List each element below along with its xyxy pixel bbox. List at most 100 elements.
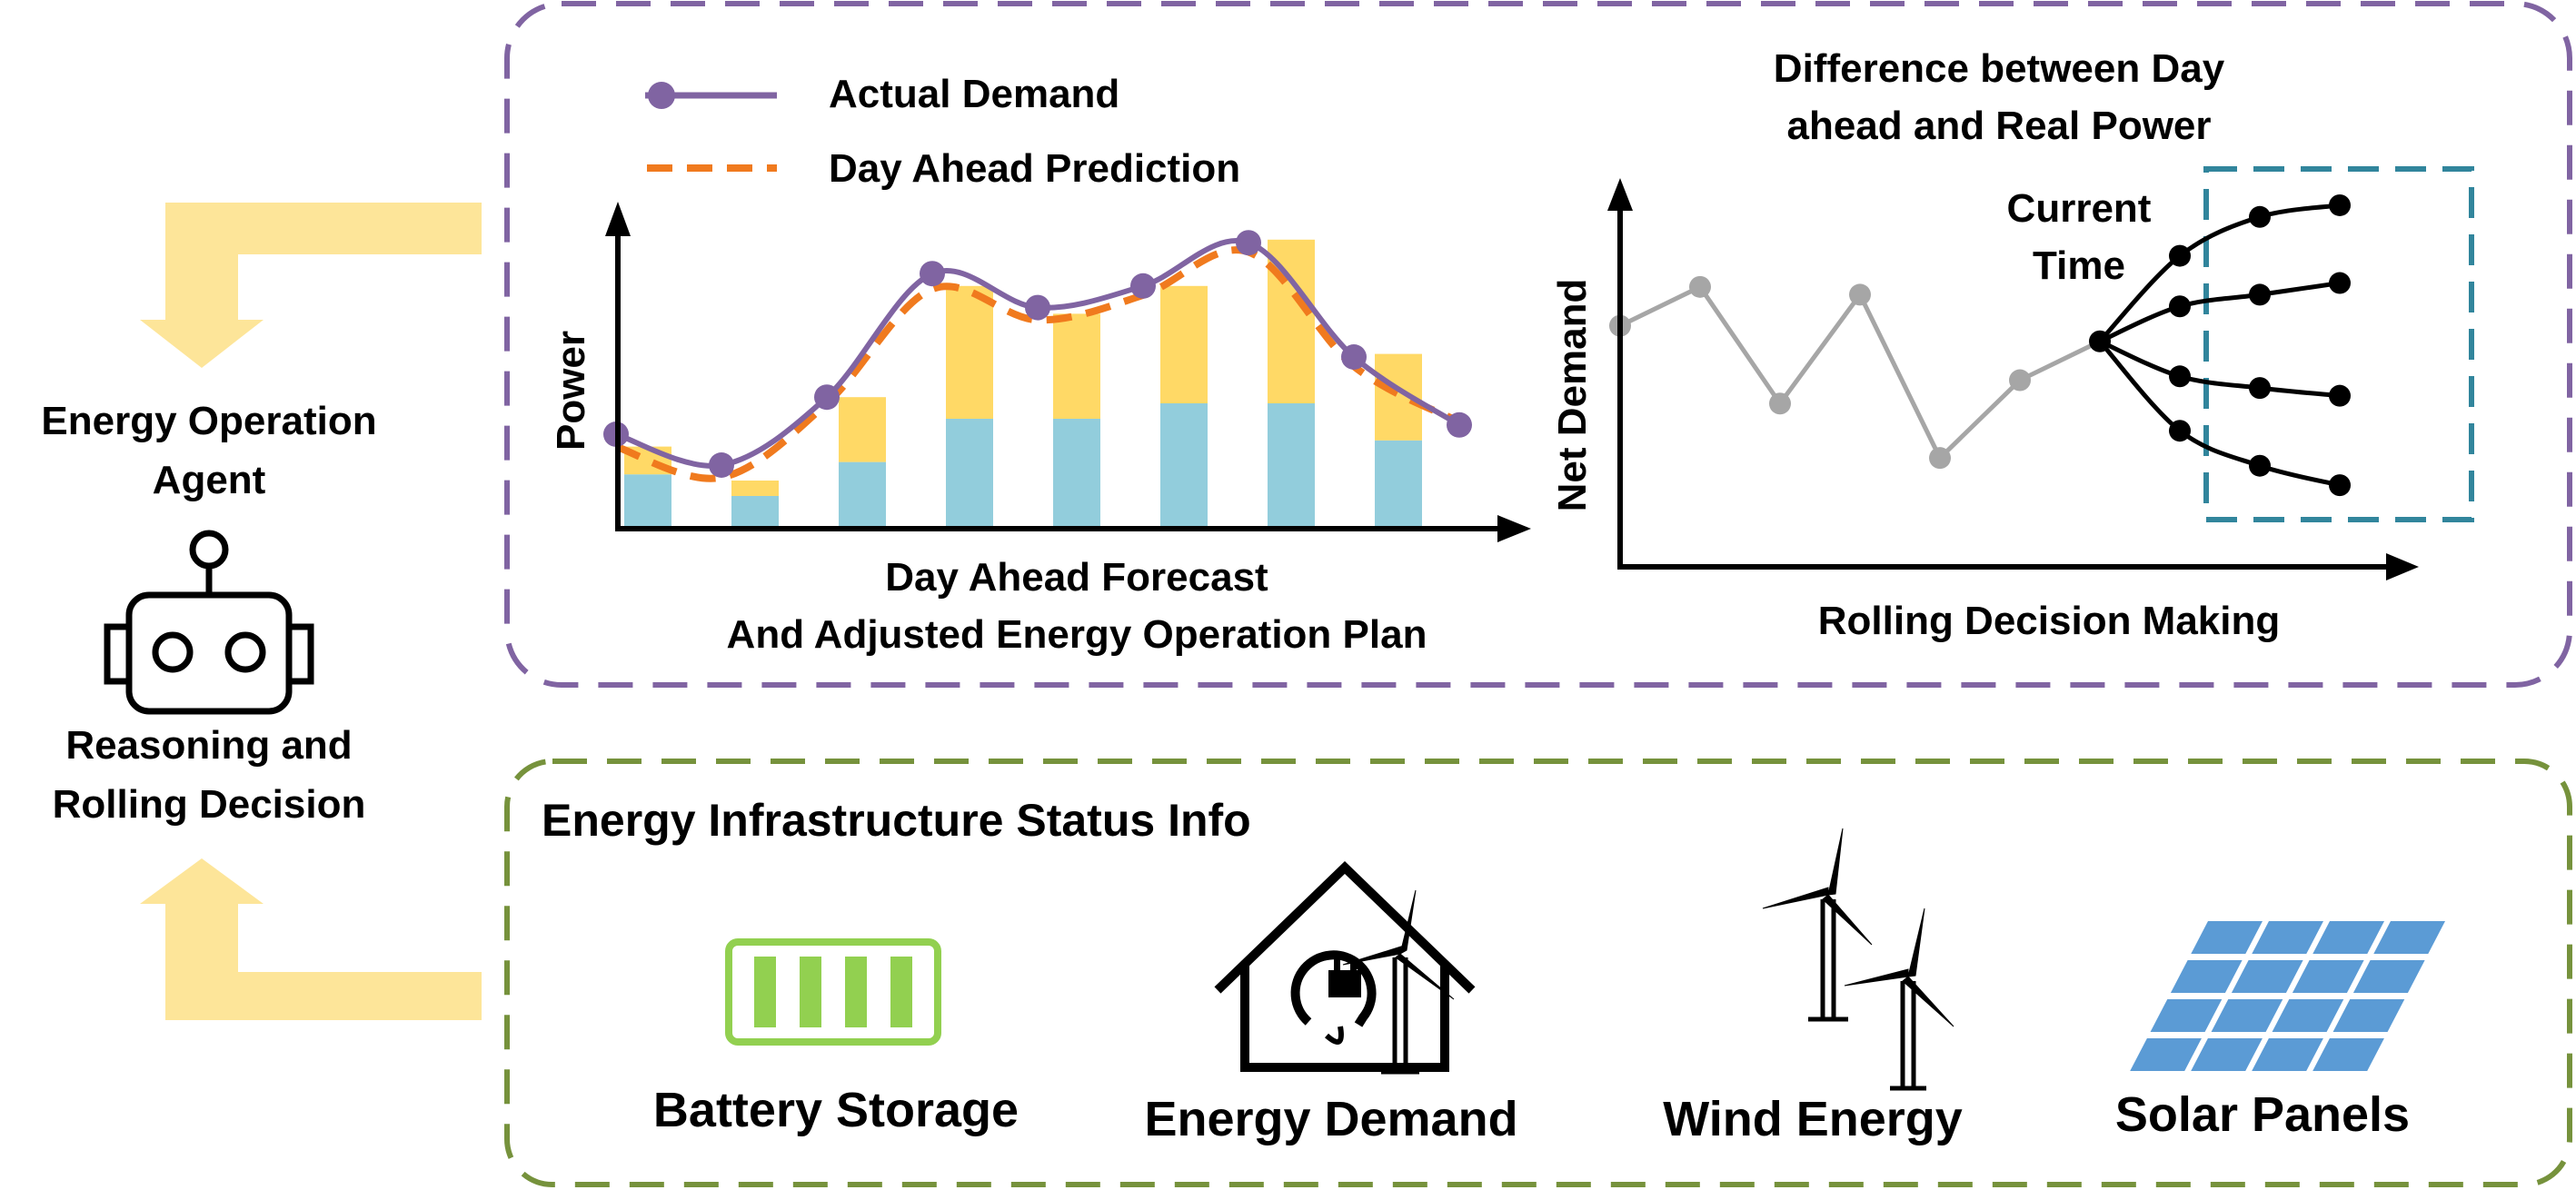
solar-panels-item: Solar Panels bbox=[2115, 921, 2445, 1142]
bar-base-3 bbox=[946, 419, 993, 527]
rolling-title-line1: Difference between Day bbox=[1774, 46, 2225, 91]
scenario-1-point-1 bbox=[2249, 283, 2271, 306]
feedback-arrow-bottom bbox=[140, 858, 482, 1020]
house-plug-icon bbox=[1214, 861, 1476, 1072]
history-point-4 bbox=[1929, 447, 1951, 470]
scenario-line-1 bbox=[2098, 281, 2341, 344]
scenario-line-0 bbox=[2098, 203, 2341, 343]
scenario-0-point-2 bbox=[2329, 193, 2351, 216]
current-time-line1: Current bbox=[2007, 186, 2152, 231]
scenario-2-point-0 bbox=[2169, 365, 2191, 388]
history-point-3 bbox=[1849, 283, 1871, 306]
rolling-title-line2: ahead and Real Power bbox=[1786, 104, 2211, 148]
bar-base-7 bbox=[1375, 440, 1422, 527]
infra-panel-border bbox=[504, 759, 2572, 1187]
infra-panel-title: Energy Infrastructure Status Info bbox=[542, 795, 1251, 846]
actual-demand-point-3 bbox=[920, 261, 945, 287]
rolling-y-label: Net Demand bbox=[1550, 279, 1595, 512]
actual-demand-point-5 bbox=[1130, 273, 1156, 299]
legend-actual-demand-label: Actual Demand bbox=[829, 72, 1119, 116]
rolling-x-label: Rolling Decision Making bbox=[1818, 599, 2281, 643]
agent-section: Energy Operation Agent Reasoning and Rol… bbox=[41, 203, 482, 1020]
scenario-0-point-1 bbox=[2249, 205, 2271, 228]
robot-icon bbox=[104, 530, 314, 715]
solar-cell-2-1 bbox=[2211, 999, 2283, 1032]
solar-cell-0-3 bbox=[2373, 921, 2445, 954]
actual-demand-point-7 bbox=[1341, 344, 1367, 370]
battery-storage-label: Battery Storage bbox=[653, 1083, 1019, 1137]
solar-cell-2-0 bbox=[2150, 999, 2223, 1032]
history-point-2 bbox=[1769, 392, 1791, 415]
day-ahead-prediction-line bbox=[614, 246, 1461, 482]
bar-base-5 bbox=[1160, 403, 1208, 527]
bar-top-3 bbox=[946, 285, 993, 419]
scenario-1-point-0 bbox=[2169, 295, 2191, 318]
history-polyline bbox=[1618, 283, 2102, 462]
agent-title-line1: Energy Operation bbox=[41, 399, 376, 443]
energy-demand-item: Energy Demand bbox=[1144, 861, 1518, 1146]
solar-cell-1-3 bbox=[2352, 960, 2425, 993]
legend-actual-demand: Actual Demand bbox=[645, 72, 1119, 116]
solar-panel-icon bbox=[2130, 921, 2445, 1071]
forecast-chart: Power bbox=[549, 202, 1531, 542]
solar-cell-3-2 bbox=[2252, 1038, 2323, 1071]
scenario-1-point-2 bbox=[2329, 272, 2351, 294]
forecast-y-label: Power bbox=[549, 331, 593, 451]
agent-caption-line1: Reasoning and bbox=[65, 723, 352, 768]
scenario-3-point-1 bbox=[2249, 454, 2271, 477]
solar-cell-0-2 bbox=[2312, 921, 2384, 954]
scenario-highlight-box bbox=[2203, 166, 2474, 522]
current-time-point bbox=[2089, 330, 2111, 352]
bar-top-1 bbox=[731, 481, 779, 496]
bar-top-5 bbox=[1160, 285, 1208, 403]
solar-cell-2-3 bbox=[2332, 999, 2405, 1032]
forecast-caption-line2: And Adjusted Energy Operation Plan bbox=[727, 612, 1427, 657]
scenario-line-2 bbox=[2098, 339, 2341, 399]
solar-cell-3-1 bbox=[2191, 1038, 2263, 1071]
feedback-arrow-top bbox=[140, 203, 482, 368]
forecast-lines bbox=[603, 230, 1472, 482]
solar-cell-1-2 bbox=[2292, 960, 2364, 993]
solar-panels-label: Solar Panels bbox=[2115, 1087, 2410, 1142]
solar-cell-1-1 bbox=[2231, 960, 2303, 993]
bar-base-6 bbox=[1268, 403, 1315, 527]
scenario-3-point-2 bbox=[2329, 474, 2351, 497]
agent-caption-line2: Rolling Decision bbox=[53, 782, 366, 827]
battery-storage-item: Battery Storage bbox=[653, 938, 1019, 1137]
solar-cell-1-0 bbox=[2170, 960, 2243, 993]
actual-demand-line bbox=[615, 238, 1461, 469]
wind-energy-item: Wind Energy bbox=[1342, 828, 1963, 1146]
solar-cell-0-0 bbox=[2191, 921, 2263, 954]
forecast-legend: Actual Demand Day Ahead Prediction bbox=[645, 72, 1240, 191]
forecast-caption-line1: Day Ahead Forecast bbox=[885, 555, 1268, 600]
forecast-panel-border bbox=[504, 1, 2572, 688]
bar-base-2 bbox=[839, 461, 886, 527]
wind-energy-label: Wind Energy bbox=[1663, 1092, 1963, 1146]
legend-day-ahead-prediction: Day Ahead Prediction bbox=[647, 146, 1240, 191]
history-point-5 bbox=[2009, 369, 2031, 392]
solar-cell-3-3 bbox=[2312, 1038, 2384, 1071]
bar-base-4 bbox=[1053, 419, 1100, 527]
solar-cell-2-2 bbox=[2272, 999, 2344, 1032]
solar-cell-3-0 bbox=[2130, 1038, 2202, 1071]
bar-base-0 bbox=[624, 474, 671, 527]
scenario-3-point-0 bbox=[2169, 420, 2191, 442]
scenario-2-point-1 bbox=[2249, 377, 2271, 400]
actual-demand-point-6 bbox=[1236, 230, 1261, 256]
current-time-line2: Time bbox=[2033, 243, 2125, 288]
rolling-chart: Difference between Day ahead and Real Po… bbox=[1550, 46, 2474, 643]
battery-icon bbox=[725, 938, 941, 1046]
rolling-history-line bbox=[1609, 275, 2102, 470]
bar-top-2 bbox=[839, 397, 886, 462]
actual-demand-point-8 bbox=[1447, 412, 1472, 438]
rolling-scenarios bbox=[2089, 193, 2351, 497]
bar-base-1 bbox=[731, 496, 779, 527]
actual-demand-point-2 bbox=[814, 384, 840, 411]
actual-demand-point-4 bbox=[1025, 294, 1050, 321]
agent-title-line2: Agent bbox=[153, 458, 266, 502]
solar-cell-0-1 bbox=[2252, 921, 2323, 954]
energy-demand-label: Energy Demand bbox=[1144, 1092, 1517, 1146]
scenario-0-point-0 bbox=[2169, 244, 2191, 267]
scenario-2-point-2 bbox=[2329, 384, 2351, 407]
